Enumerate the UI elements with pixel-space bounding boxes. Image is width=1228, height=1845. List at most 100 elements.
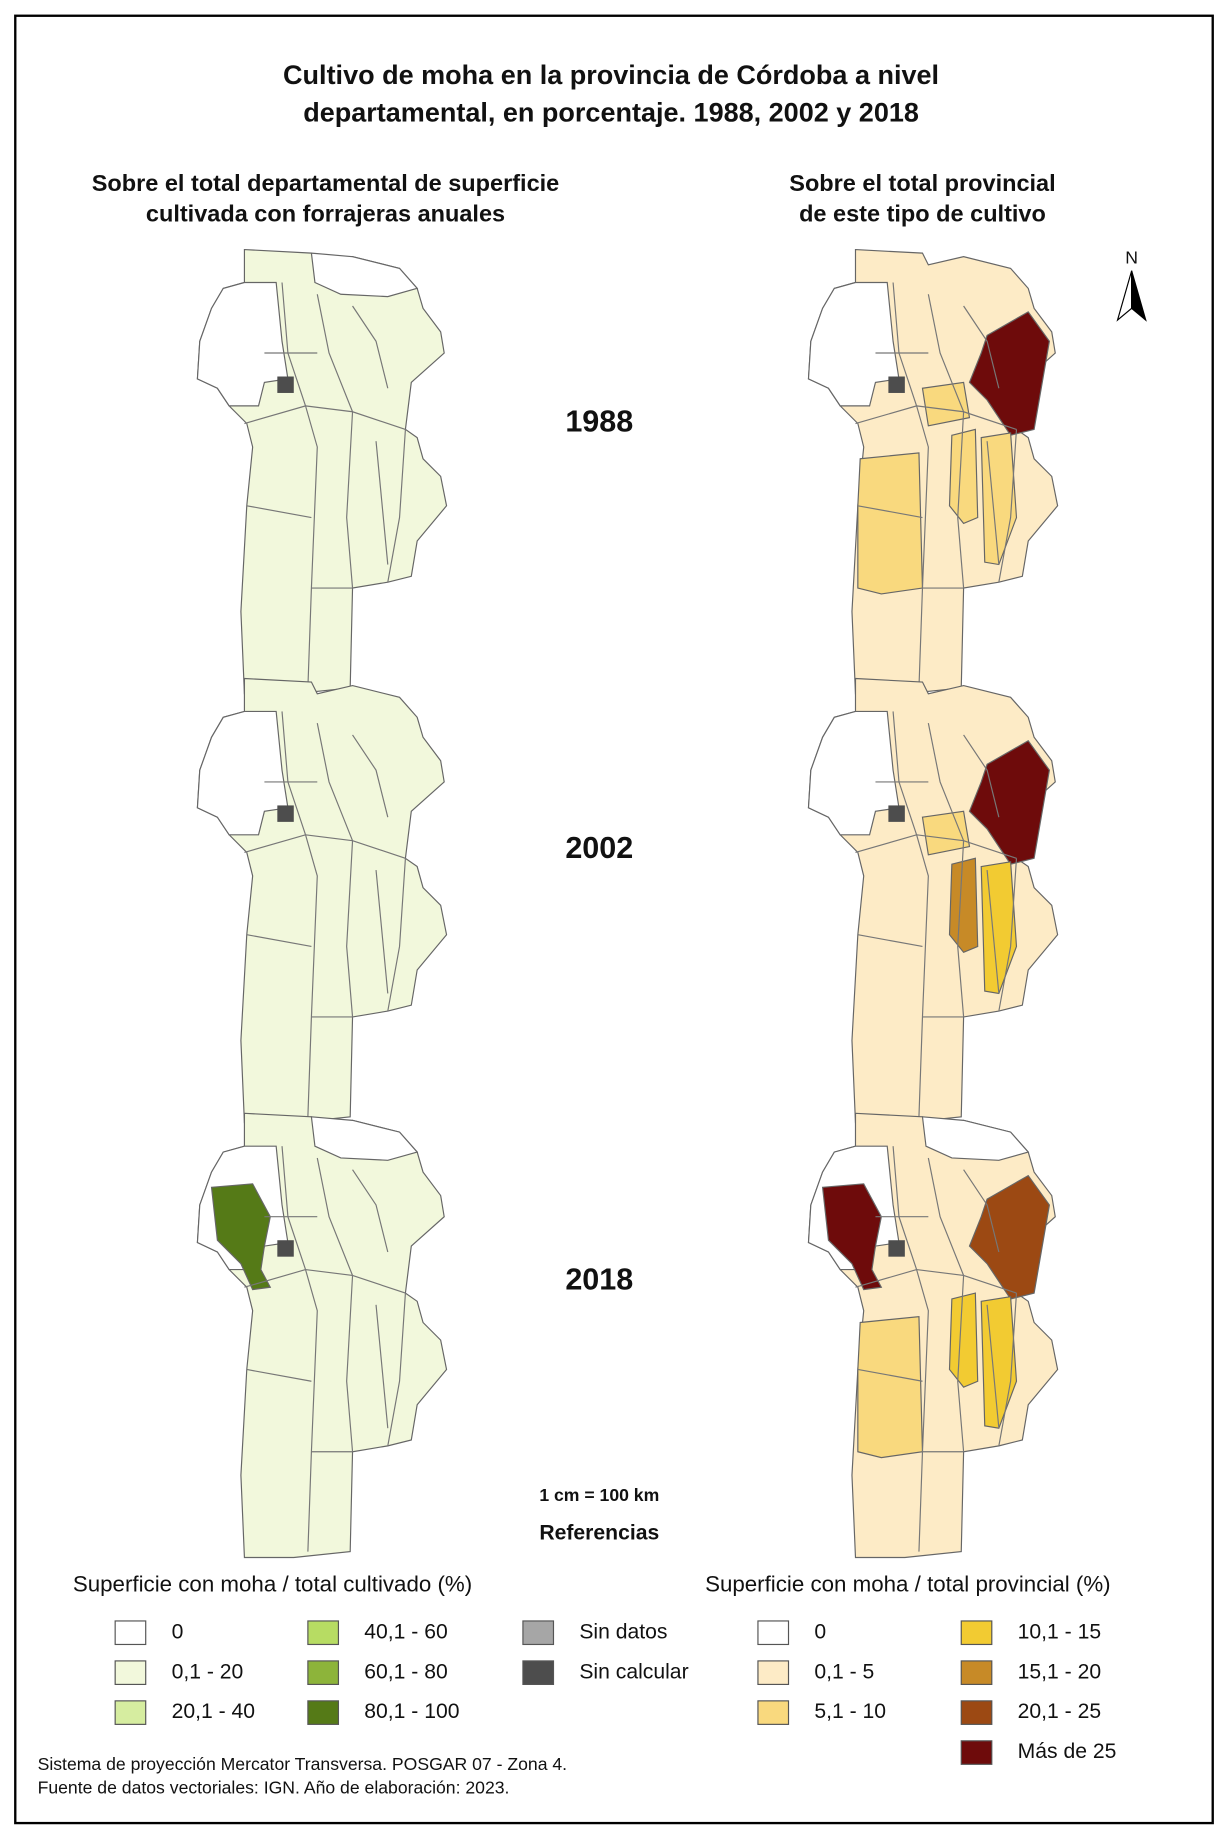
- legend-swatch: [960, 1620, 993, 1646]
- footer: Fuente de datos vectoriales: IGN. Año de…: [38, 1778, 510, 1798]
- department: [821, 1183, 883, 1291]
- capital-square: [888, 376, 905, 393]
- department: [807, 710, 900, 836]
- legend-swatch: [960, 1700, 993, 1725]
- department-border: [244, 405, 406, 430]
- department-border: [892, 711, 929, 1117]
- legend-label: Más de 25: [1018, 1740, 1117, 1763]
- legend-label: Sin calcular: [579, 1660, 688, 1683]
- legend-swatch: [960, 1740, 993, 1765]
- legend-swatch: [757, 1700, 790, 1725]
- department-border: [316, 294, 354, 412]
- province-map: [807, 1112, 1059, 1559]
- legend-title: Superficie con moha / total provincial (…: [705, 1572, 1111, 1597]
- department-border: [855, 1269, 1017, 1294]
- department-border: [957, 411, 965, 589]
- department-border: [857, 934, 923, 948]
- legend-label: 10,1 - 15: [1018, 1620, 1101, 1643]
- north-arrow: [1131, 270, 1147, 322]
- department-border: [927, 723, 965, 841]
- department: [807, 281, 900, 407]
- department-border: [892, 282, 929, 688]
- province-map: [196, 677, 448, 1124]
- legend-heading: Referencias: [539, 1522, 659, 1545]
- legend-swatch: [307, 1660, 340, 1686]
- department: [857, 1315, 924, 1459]
- legend-label: 0,1 - 5: [814, 1660, 874, 1683]
- department-border: [346, 411, 354, 589]
- legend-swatch: [114, 1660, 147, 1686]
- title: departamental, en porcentaje. 1988, 2002…: [303, 98, 919, 128]
- department-border: [346, 1275, 354, 1452]
- title: Cultivo de moha en la provincia de Córdo…: [283, 60, 939, 90]
- department: [921, 1116, 1030, 1161]
- legend: 0 0,1 - 20 20,1 - 40 40,1 - 60 60,1 - 80 80,1…: [114, 1620, 1117, 1765]
- department: [196, 710, 289, 836]
- year-label: 2018: [565, 1262, 633, 1296]
- legend-label: 0: [172, 1620, 184, 1643]
- maps: [196, 248, 1059, 1559]
- department-border: [855, 405, 1017, 430]
- department-border: [375, 1304, 389, 1429]
- province-map: [807, 248, 1059, 695]
- column-heading: Sobre el total provincial: [789, 170, 1055, 196]
- department-border: [857, 1368, 923, 1382]
- legend-swatch: [522, 1660, 555, 1686]
- legend-title: Superficie con moha / total cultivado (%…: [73, 1572, 472, 1597]
- department-border: [316, 723, 354, 841]
- department-border: [986, 870, 1000, 994]
- department-border: [986, 441, 1000, 565]
- legend-swatch: [114, 1620, 147, 1646]
- department-border: [281, 282, 318, 688]
- department: [921, 810, 971, 856]
- department-border: [316, 1157, 354, 1276]
- department: [948, 428, 979, 525]
- scale: 1 cm = 100 km: [539, 1485, 659, 1505]
- legend-swatch: [307, 1620, 340, 1646]
- year-label: 1988: [565, 405, 633, 439]
- department-border: [246, 505, 312, 519]
- department-border: [957, 840, 965, 1017]
- legend-swatch: [757, 1660, 790, 1686]
- legend-label: 20,1 - 40: [172, 1700, 255, 1723]
- capital-square: [277, 805, 294, 822]
- department-border: [986, 1304, 1000, 1429]
- department-border: [244, 834, 406, 859]
- department-border: [352, 305, 389, 389]
- legend-label: 5,1 - 10: [814, 1700, 886, 1723]
- department-border: [927, 294, 965, 412]
- legend-label: 0,1 - 20: [172, 1660, 244, 1683]
- department-border: [375, 870, 389, 994]
- department-border: [387, 858, 407, 1012]
- column-heading: cultivada con forrajeras anuales: [146, 201, 505, 227]
- legend-label: 20,1 - 25: [1018, 1700, 1101, 1723]
- department-border: [246, 934, 312, 948]
- department-border: [387, 1293, 407, 1446]
- legend-label: Sin datos: [579, 1620, 667, 1643]
- department: [310, 252, 419, 298]
- legend-label: 0: [814, 1620, 826, 1643]
- department-border: [375, 441, 389, 565]
- department-border: [352, 1169, 389, 1253]
- department: [310, 1116, 419, 1161]
- department-border: [998, 1293, 1018, 1446]
- department-border: [246, 1368, 312, 1382]
- province-map: [196, 248, 448, 695]
- legend-swatch: [307, 1700, 340, 1725]
- legend-label: 60,1 - 80: [364, 1660, 447, 1683]
- department-border: [387, 429, 407, 583]
- department-border: [281, 711, 318, 1117]
- department: [921, 381, 971, 427]
- department-border: [244, 1269, 406, 1294]
- department: [948, 857, 979, 954]
- column-heading: Sobre el total departamental de superfic…: [92, 170, 560, 196]
- department-border: [963, 1169, 1000, 1253]
- department: [857, 452, 924, 595]
- legend-label: 40,1 - 60: [364, 1620, 447, 1643]
- department: [948, 1292, 979, 1388]
- department-border: [927, 1157, 965, 1276]
- year-label: 2002: [565, 831, 633, 865]
- department-border: [857, 505, 923, 519]
- legend-swatch: [960, 1660, 993, 1686]
